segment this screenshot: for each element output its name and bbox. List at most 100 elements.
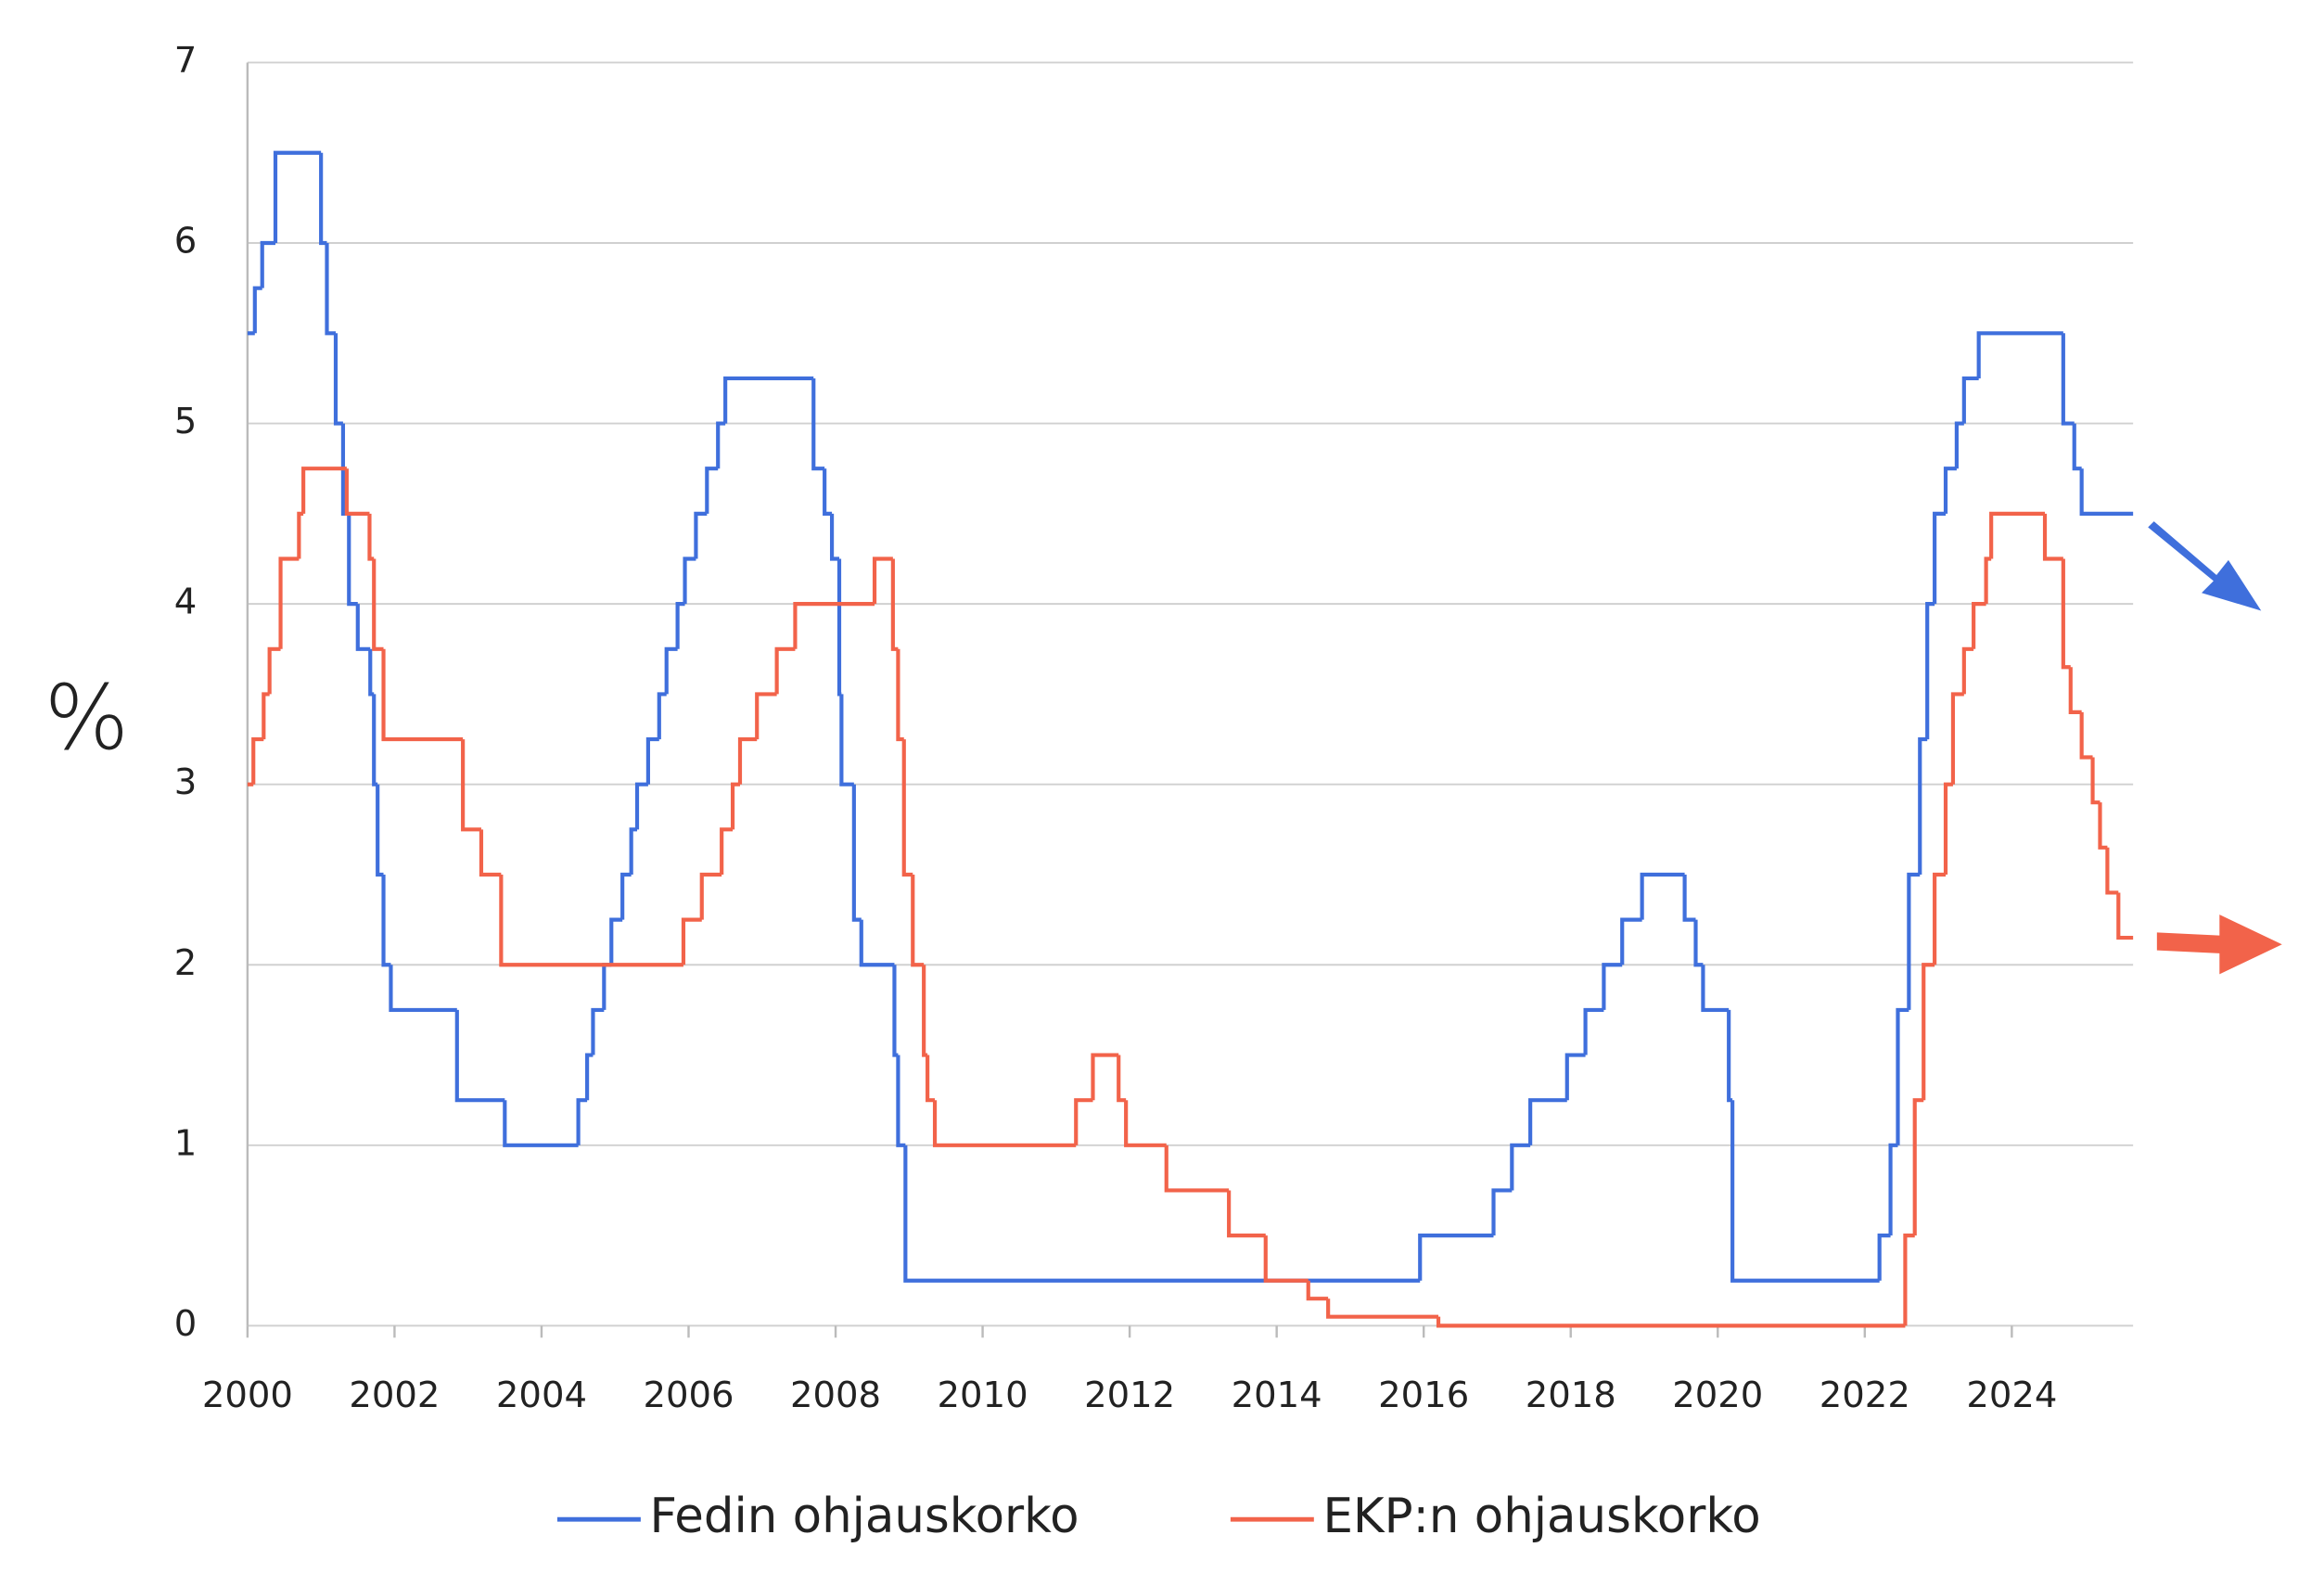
- step-segment: [1418, 1234, 1494, 1281]
- step-segment: [723, 376, 814, 424]
- step-segment: [811, 377, 825, 471]
- step-segment: [823, 468, 833, 516]
- step-segment: [1227, 1190, 1266, 1238]
- step-segment: [903, 1145, 1421, 1283]
- step-segment: [1730, 1100, 1880, 1283]
- step-segment: [1954, 421, 1964, 469]
- x-tick-label: 2016: [1378, 1375, 1469, 1416]
- step-segment: [1326, 1298, 1439, 1319]
- step-segment: [301, 467, 347, 514]
- x-tick-label: 2020: [1672, 1375, 1763, 1416]
- step-segment: [620, 872, 632, 920]
- legend-label: EKP:n ohjauskorko: [1322, 1489, 1760, 1544]
- step-segment: [629, 827, 638, 875]
- x-tick-label: 2010: [938, 1375, 1028, 1416]
- x-tick-label: 2024: [1966, 1375, 2057, 1416]
- step-segment: [1124, 1100, 1167, 1147]
- x-tick-label: 2008: [790, 1375, 881, 1416]
- step-segment: [1640, 872, 1685, 920]
- step-segment: [896, 1055, 906, 1147]
- y-tick-label: 2: [174, 942, 198, 984]
- arrow-down: [2148, 521, 2262, 611]
- step-segment: [892, 965, 899, 1057]
- step-segment: [1888, 1143, 1898, 1236]
- step-segment: [1306, 1280, 1329, 1301]
- step-segment: [859, 919, 895, 967]
- step-segment: [368, 648, 375, 697]
- step-segment: [1263, 1235, 1309, 1283]
- step-segment: [1984, 556, 1992, 605]
- x-tick-label: 2018: [1526, 1375, 1616, 1416]
- step-segment: [2079, 711, 2093, 760]
- step-segment: [355, 604, 371, 651]
- step-segment: [1693, 919, 1704, 967]
- step-segment: [694, 511, 708, 559]
- step-segment: [872, 556, 893, 605]
- x-tick-label: 2000: [202, 1375, 293, 1416]
- step-segment: [479, 829, 502, 877]
- step-segment: [720, 827, 734, 875]
- step-segment: [675, 602, 685, 649]
- step-segment: [499, 874, 683, 967]
- step-segment: [367, 513, 375, 561]
- step-segment: [576, 1098, 588, 1145]
- step-segment: [755, 692, 777, 740]
- step-segment: [890, 558, 899, 651]
- step-segment: [1510, 1143, 1531, 1191]
- step-segment: [774, 646, 796, 695]
- step-segment: [1961, 376, 1979, 424]
- step-segment: [634, 782, 648, 830]
- step-segment: [1564, 1053, 1586, 1101]
- step-segment: [1961, 646, 1974, 695]
- y-tick-label: 7: [174, 40, 198, 82]
- y-tick-label: 5: [174, 401, 198, 442]
- legend-label: Fedin ohjauskorko: [650, 1489, 1079, 1544]
- step-segment: [1918, 736, 1928, 875]
- step-segment: [1117, 1055, 1127, 1103]
- step-segment: [381, 648, 464, 742]
- step-segment: [1528, 1098, 1567, 1145]
- step-segment: [503, 1100, 579, 1147]
- step-segment: [251, 736, 264, 785]
- step-segment: [932, 1100, 1077, 1147]
- step-segment: [454, 1009, 505, 1103]
- step-segment: [1912, 1098, 1924, 1236]
- step-segment: [716, 421, 726, 469]
- y-tick-label: 0: [174, 1303, 198, 1345]
- step-segment: [1943, 467, 1957, 514]
- step-segment: [851, 784, 862, 922]
- step-segment: [896, 648, 904, 742]
- step-segment: [260, 240, 276, 288]
- step-segment: [389, 965, 457, 1012]
- step-segment: [829, 513, 840, 561]
- step-segment: [1933, 872, 1947, 966]
- y-tick-label: 6: [174, 221, 198, 262]
- step-segment: [1877, 1234, 1891, 1281]
- step-segment: [839, 694, 854, 786]
- step-segment: [664, 646, 678, 695]
- x-tick-label: 2014: [1232, 1375, 1322, 1416]
- step-segment: [657, 692, 667, 740]
- x-tick-label: 2022: [1820, 1375, 1910, 1416]
- arrow-right: [2156, 914, 2282, 975]
- step-segment: [737, 736, 758, 785]
- step-segment: [1602, 963, 1623, 1010]
- step-segment: [2072, 423, 2082, 471]
- x-tick-label: 2012: [1084, 1375, 1175, 1416]
- step-segment: [1727, 1009, 1733, 1103]
- step-segment: [376, 784, 384, 877]
- step-segment: [1074, 1098, 1093, 1145]
- step-segment: [262, 692, 270, 740]
- step-segment: [1701, 965, 1730, 1012]
- x-tick-label: 2004: [496, 1375, 587, 1416]
- step-segment: [1164, 1145, 1230, 1193]
- step-segment: [1896, 1007, 1909, 1145]
- step-segment: [2061, 333, 2075, 426]
- step-segment: [347, 513, 358, 607]
- step-segment: [705, 467, 719, 514]
- step-segment: [926, 1055, 936, 1103]
- step-segment: [922, 965, 928, 1057]
- step-segment: [1943, 782, 1953, 875]
- step-segment: [1989, 511, 2046, 559]
- y-tick-label: 3: [174, 761, 198, 803]
